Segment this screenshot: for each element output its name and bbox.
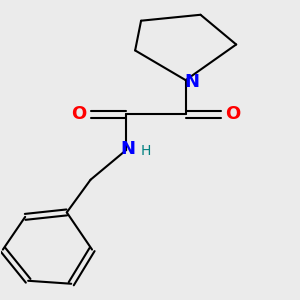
Text: N: N [120, 140, 135, 158]
Text: N: N [184, 73, 199, 91]
Text: O: O [226, 105, 241, 123]
Text: H: H [140, 145, 151, 158]
Text: O: O [71, 105, 86, 123]
